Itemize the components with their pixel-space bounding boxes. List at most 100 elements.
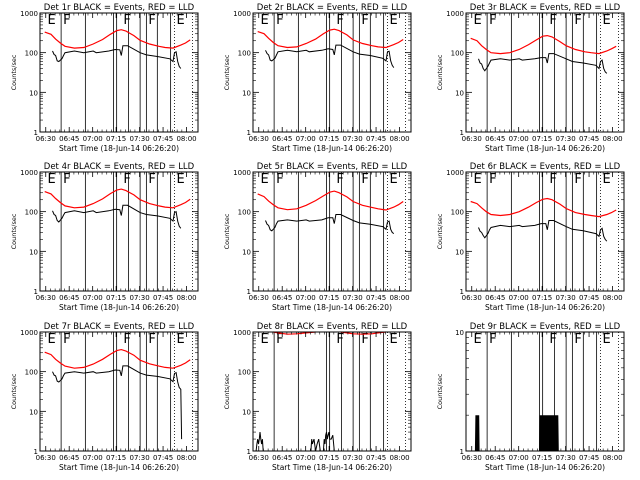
panel-title: Det 9r BLACK = Events, RED = LLD — [470, 322, 621, 332]
x-tick-label: 07:30 — [556, 454, 576, 462]
y-axis-label: Counts/sec — [223, 373, 231, 409]
plot-frame — [39, 12, 199, 133]
x-axis-label: Start Time (18-Jun-14 06:26:20) — [485, 303, 605, 312]
x-tick-label: 07:30 — [130, 454, 150, 462]
y-axis-label: Counts/sec — [10, 213, 18, 249]
events-series-line — [478, 220, 608, 242]
detector-panel-1: Det 1r BLACK = Events, RED = LLD Start Ti… — [10, 3, 199, 153]
event-marker-label: E — [47, 172, 55, 187]
x-tick-label: 07:00 — [509, 294, 529, 302]
x-tick-label: 06:45 — [272, 135, 292, 143]
y-tick-label: 1 — [247, 288, 251, 296]
x-tick-label: 07:00 — [296, 294, 316, 302]
event-marker-label: E — [603, 332, 611, 347]
y-tick-label: 1 — [34, 288, 38, 296]
events-series-line — [52, 45, 182, 69]
y-axis-label: Counts/sec — [10, 373, 18, 409]
plot-frame — [39, 171, 199, 292]
x-tick-label: 06:30 — [36, 454, 56, 462]
plot-frame — [252, 12, 412, 133]
x-tick-label: 07:30 — [343, 454, 363, 462]
x-tick-label: 07:00 — [509, 454, 529, 462]
event-marker-label: E — [260, 172, 268, 187]
events-series-line — [478, 53, 608, 74]
event-marker-label: F — [148, 332, 155, 347]
x-tick-label: 07:15 — [319, 294, 339, 302]
event-marker-label: E — [177, 13, 185, 28]
y-tick-label: 100 — [238, 50, 251, 58]
y-tick-label: 10 — [29, 408, 38, 416]
y-tick-label: 10 — [29, 89, 38, 97]
y-tick-label: 1 — [247, 129, 251, 137]
event-marker-label: F — [276, 172, 283, 187]
y-tick-label: 1000 — [446, 10, 464, 18]
panel-title: Det 5r BLACK = Events, RED = LLD — [257, 162, 408, 172]
x-tick-label: 07:30 — [130, 294, 150, 302]
y-tick-label: 1 — [247, 448, 251, 456]
x-tick-label: 07:00 — [509, 135, 529, 143]
x-tick-label: 06:45 — [272, 454, 292, 462]
event-marker-label: F — [336, 172, 343, 187]
detector-panel-8: Det 8r BLACK = Events, RED = LLD Start Ti… — [223, 322, 412, 472]
events-series-line — [52, 204, 182, 229]
event-marker-label: F — [63, 172, 70, 187]
y-tick-label: 10 — [455, 329, 464, 337]
panel-title: Det 3r BLACK = Events, RED = LLD — [470, 3, 621, 13]
event-marker-label: F — [361, 172, 368, 187]
x-tick-label: 07:45 — [366, 454, 386, 462]
x-tick-label: 07:45 — [366, 294, 386, 302]
x-tick-label: 07:45 — [366, 135, 386, 143]
events-series-line — [310, 438, 321, 452]
x-tick-label: 08:00 — [389, 135, 409, 143]
detector-panel-9: Det 9r BLACK = Events, RED = LLD Start Ti… — [436, 322, 625, 472]
x-tick-label: 07:45 — [579, 294, 599, 302]
event-marker-label: F — [361, 332, 368, 347]
lld-series-line — [340, 331, 387, 335]
detector-panel-4: Det 4r BLACK = Events, RED = LLD Start Ti… — [10, 162, 199, 312]
x-tick-label: 07:15 — [319, 135, 339, 143]
x-tick-label: 07:30 — [556, 135, 576, 143]
y-tick-label: 1000 — [20, 169, 38, 177]
x-tick-label: 07:00 — [296, 454, 316, 462]
event-marker-label: E — [473, 13, 481, 28]
panel-title: Det 7r BLACK = Events, RED = LLD — [44, 322, 195, 332]
detector-panel-3: Det 3r BLACK = Events, RED = LLD Start Ti… — [436, 3, 625, 153]
event-marker-label: E — [47, 332, 55, 347]
event-marker-label: E — [473, 332, 481, 347]
x-tick-label: 08:00 — [602, 454, 622, 462]
panel-title: Det 8r BLACK = Events, RED = LLD — [257, 322, 408, 332]
x-axis-label: Start Time (18-Jun-14 06:26:20) — [272, 144, 392, 153]
event-marker-label: F — [574, 13, 581, 28]
event-marker-label: F — [63, 332, 70, 347]
x-axis-label: Start Time (18-Jun-14 06:26:20) — [272, 463, 392, 472]
events-series-line — [255, 432, 264, 452]
lld-series-line — [257, 190, 404, 211]
event-marker-label: F — [549, 13, 556, 28]
y-tick-label: 10 — [242, 408, 251, 416]
event-marker-label: F — [123, 172, 130, 187]
x-tick-label: 07:45 — [153, 294, 173, 302]
x-tick-label: 06:45 — [485, 135, 505, 143]
y-tick-label: 1000 — [20, 10, 38, 18]
x-tick-label: 07:30 — [556, 294, 576, 302]
x-axis-label: Start Time (18-Jun-14 06:26:20) — [272, 303, 392, 312]
x-tick-label: 07:15 — [532, 135, 552, 143]
lld-series-line — [44, 188, 191, 209]
y-tick-label: 1000 — [233, 169, 251, 177]
y-tick-label: 10 — [455, 89, 464, 97]
x-tick-label: 06:30 — [462, 294, 482, 302]
event-marker-label: F — [489, 332, 496, 347]
x-tick-label: 06:45 — [485, 294, 505, 302]
x-tick-label: 08:00 — [389, 294, 409, 302]
events-series-line — [265, 214, 395, 235]
y-tick-label: 100 — [238, 369, 251, 377]
events-series-line — [539, 415, 559, 452]
y-tick-label: 1 — [460, 129, 464, 137]
y-tick-label: 1000 — [233, 329, 251, 337]
event-marker-label: E — [260, 332, 268, 347]
x-tick-label: 06:30 — [36, 135, 56, 143]
x-tick-label: 06:30 — [249, 135, 269, 143]
x-tick-label: 07:45 — [153, 454, 173, 462]
event-marker-label: F — [574, 172, 581, 187]
event-marker-label: E — [47, 13, 55, 28]
